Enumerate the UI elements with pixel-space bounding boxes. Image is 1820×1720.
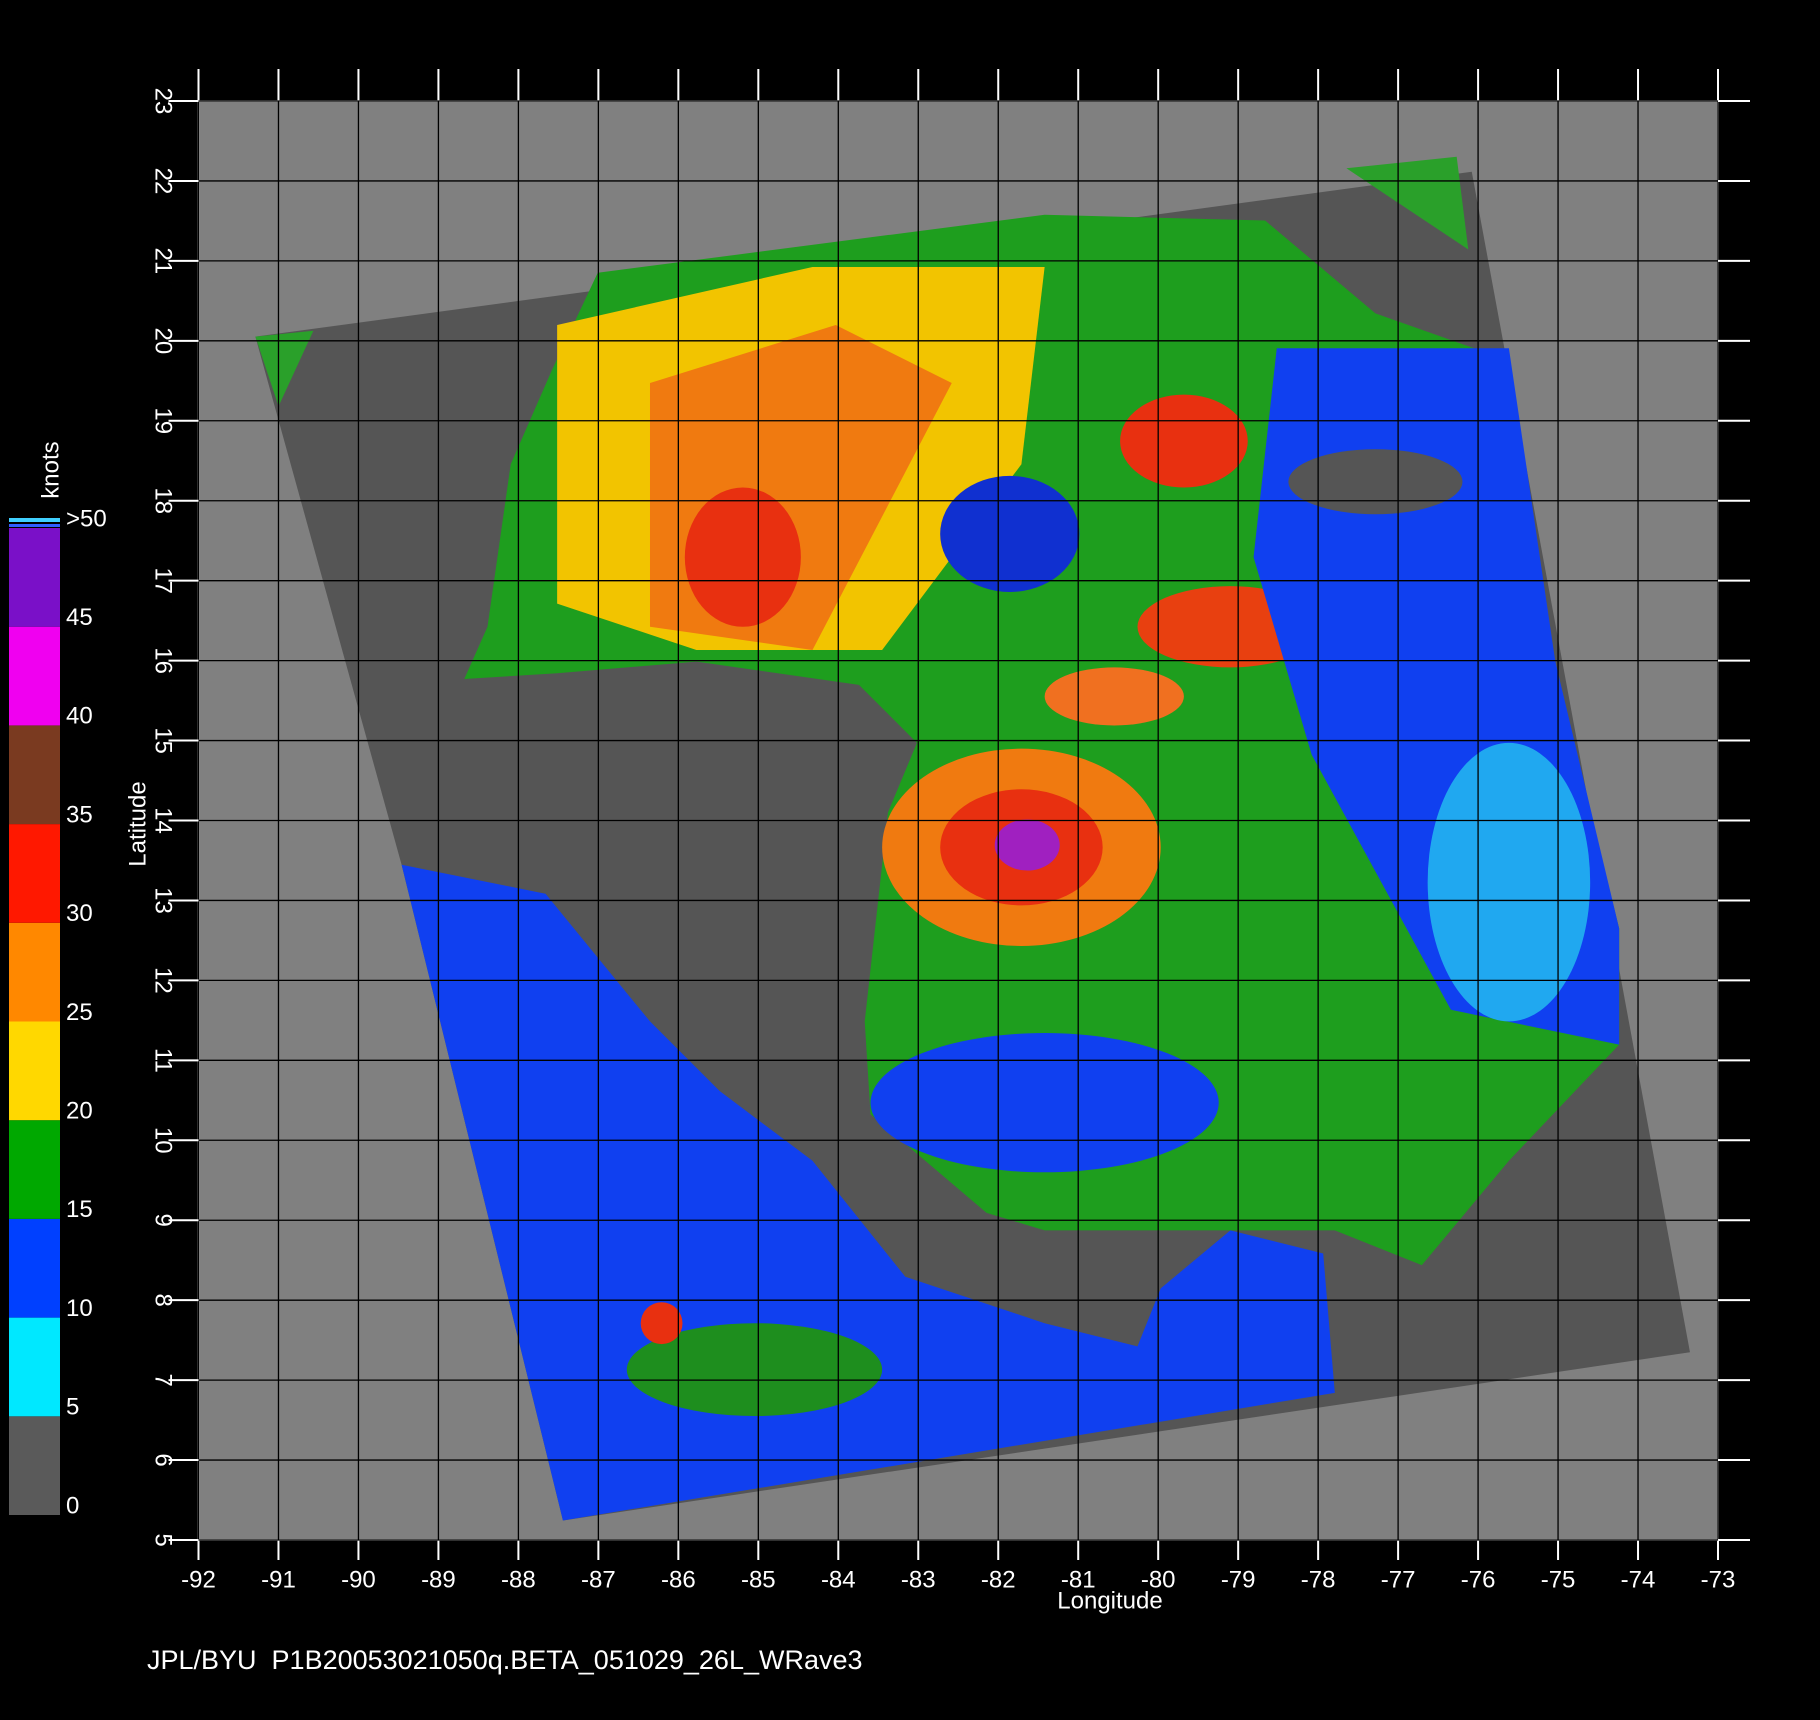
y-tick-label: 15 (150, 727, 177, 754)
colorbar-segment (9, 1416, 60, 1515)
colorbar-tick-label: 25 (66, 999, 93, 1026)
y-tick-label: 21 (150, 248, 177, 275)
colorbar-tick-label: 30 (66, 900, 93, 927)
x-tick-label: -73 (1701, 1566, 1736, 1593)
colorbar-segment (9, 725, 60, 825)
y-tick-label: 22 (150, 168, 177, 195)
colorbar-tick-label: 40 (66, 703, 93, 730)
y-tick-label: 11 (150, 1048, 177, 1073)
colorbar-tick-label: >50 (66, 505, 107, 532)
x-tick-label: -89 (421, 1566, 456, 1593)
colorbar-segment (9, 1021, 60, 1121)
x-tick-label: -79 (1221, 1566, 1256, 1593)
colorbar-segment (9, 1120, 60, 1219)
x-tick-label: -81 (1061, 1566, 1096, 1593)
x-tick-label: -87 (581, 1566, 616, 1593)
y-tick-label: 12 (150, 967, 177, 994)
colorbar-tick-label: 35 (66, 801, 93, 828)
x-tick-label: -75 (1541, 1566, 1576, 1593)
x-tick-label: -91 (261, 1566, 296, 1593)
y-tick-label: 14 (150, 807, 177, 834)
colorbar-segment (9, 1218, 60, 1318)
colorbar-cap (9, 518, 60, 522)
x-tick-label: -76 (1461, 1566, 1496, 1593)
x-tick-label: -80 (1141, 1566, 1176, 1593)
x-tick-label: -77 (1381, 1566, 1416, 1593)
y-tick-label: 16 (150, 647, 177, 674)
y-tick-label: 20 (150, 327, 177, 354)
y-tick-label: 5 (150, 1533, 177, 1546)
colorbar-tick-label: 45 (66, 604, 93, 631)
colorbar-tick-label: 15 (66, 1196, 93, 1223)
y-tick-label: 19 (150, 407, 177, 434)
y-tick-label: 10 (150, 1127, 177, 1154)
colorbar-tick-label: 10 (66, 1295, 93, 1322)
x-tick-label: -82 (981, 1566, 1016, 1593)
colorbar-segment (9, 626, 60, 726)
x-tick-label: -86 (661, 1566, 696, 1593)
y-tick-label: 6 (150, 1453, 177, 1466)
colorbar-segment (9, 922, 60, 1022)
colorbar-label: knots (37, 441, 64, 498)
colorbar-segment (9, 528, 60, 627)
x-tick-label: -92 (181, 1566, 216, 1593)
colorbar-segment (9, 824, 60, 923)
colorbar-tick-label: 20 (66, 1098, 93, 1125)
y-axis-label: Latitude (124, 781, 151, 866)
y-tick-label: 9 (150, 1214, 177, 1227)
x-tick-label: -88 (501, 1566, 536, 1593)
x-tick-label: -85 (741, 1566, 776, 1593)
x-tick-label: -74 (1621, 1566, 1656, 1593)
x-axis-label: Longitude (1057, 1587, 1162, 1614)
y-tick-label: 17 (150, 567, 177, 594)
colorbar-cap (9, 524, 60, 527)
colorbar-tick-label: 5 (66, 1394, 79, 1421)
y-tick-label: 13 (150, 887, 177, 914)
y-tick-label: 23 (150, 88, 177, 115)
x-tick-label: -84 (821, 1566, 856, 1593)
footer: JPL/BYU P1B20053021050q.BETA_051029_26L_… (147, 1645, 863, 1675)
y-tick-label: 18 (150, 487, 177, 514)
y-tick-label: 7 (150, 1373, 177, 1386)
x-tick-label: -83 (901, 1566, 936, 1593)
wind-field-image (255, 156, 1690, 1521)
colorbar-segment (9, 1317, 60, 1417)
y-tick-label: 8 (150, 1293, 177, 1306)
x-tick-label: -90 (341, 1566, 376, 1593)
colorbar-tick-label: 0 (66, 1492, 79, 1519)
x-tick-label: -78 (1301, 1566, 1336, 1593)
